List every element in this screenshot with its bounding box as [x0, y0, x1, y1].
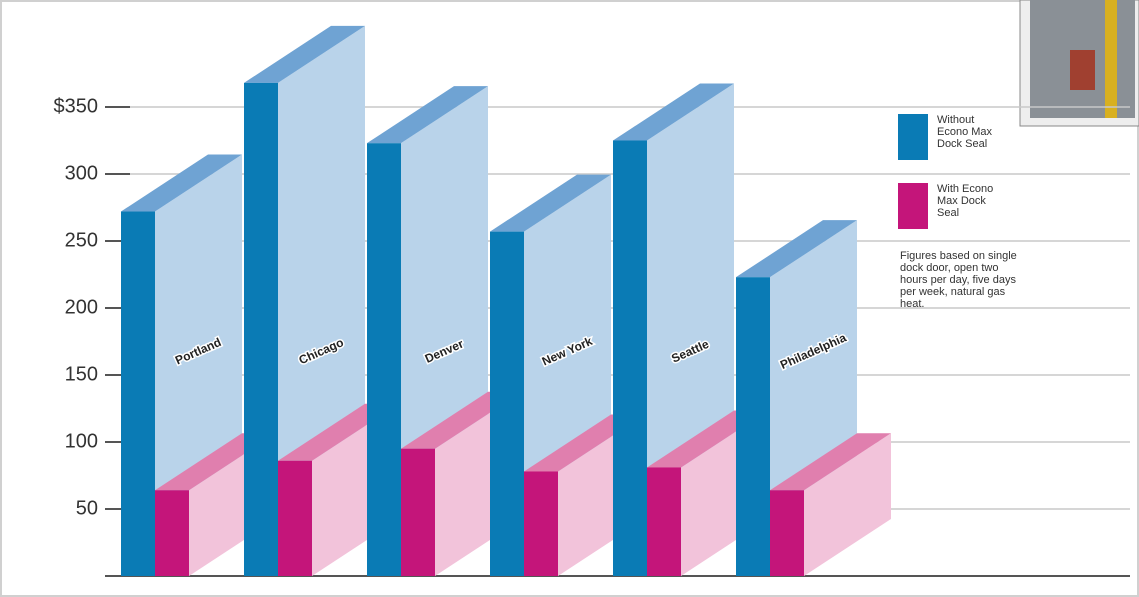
- y-tick-label: 50: [76, 497, 98, 519]
- bar: [155, 490, 189, 576]
- photo-detail: [1070, 50, 1095, 90]
- photo-detail: [1105, 0, 1117, 118]
- bar: [647, 467, 681, 576]
- bar-side: [804, 433, 891, 576]
- bar: [770, 490, 804, 576]
- y-tick-label: 150: [65, 363, 98, 385]
- legend-swatch: [898, 183, 928, 229]
- y-tick-label: $350: [54, 95, 99, 117]
- y-tick-label: 250: [65, 229, 98, 251]
- photo: [1019, 0, 1139, 127]
- bar-top: [367, 86, 488, 144]
- bar-top: [490, 174, 611, 232]
- bar-top: [244, 25, 365, 83]
- bar: [613, 140, 647, 576]
- bar: [490, 231, 524, 576]
- bar-top: [121, 154, 242, 212]
- note: Figures based on single dock door, open …: [900, 250, 1017, 310]
- y-tick-label: 300: [65, 162, 98, 184]
- bar-top: [736, 220, 857, 278]
- bar-top: [613, 83, 734, 141]
- legend-label: With Econo Max Dock Seal: [937, 183, 994, 219]
- bar: [121, 211, 155, 576]
- y-tick-label: 100: [65, 430, 98, 452]
- bar: [401, 448, 435, 576]
- bar: [524, 471, 558, 576]
- bar: [244, 82, 278, 576]
- legend-swatch: [898, 114, 928, 160]
- bar: [367, 143, 401, 576]
- y-tick-label: 200: [65, 296, 98, 318]
- bar-top: [770, 433, 891, 491]
- bar: [278, 460, 312, 576]
- legend-label: Without Econo Max Dock Seal: [937, 114, 993, 150]
- bar: [736, 277, 770, 576]
